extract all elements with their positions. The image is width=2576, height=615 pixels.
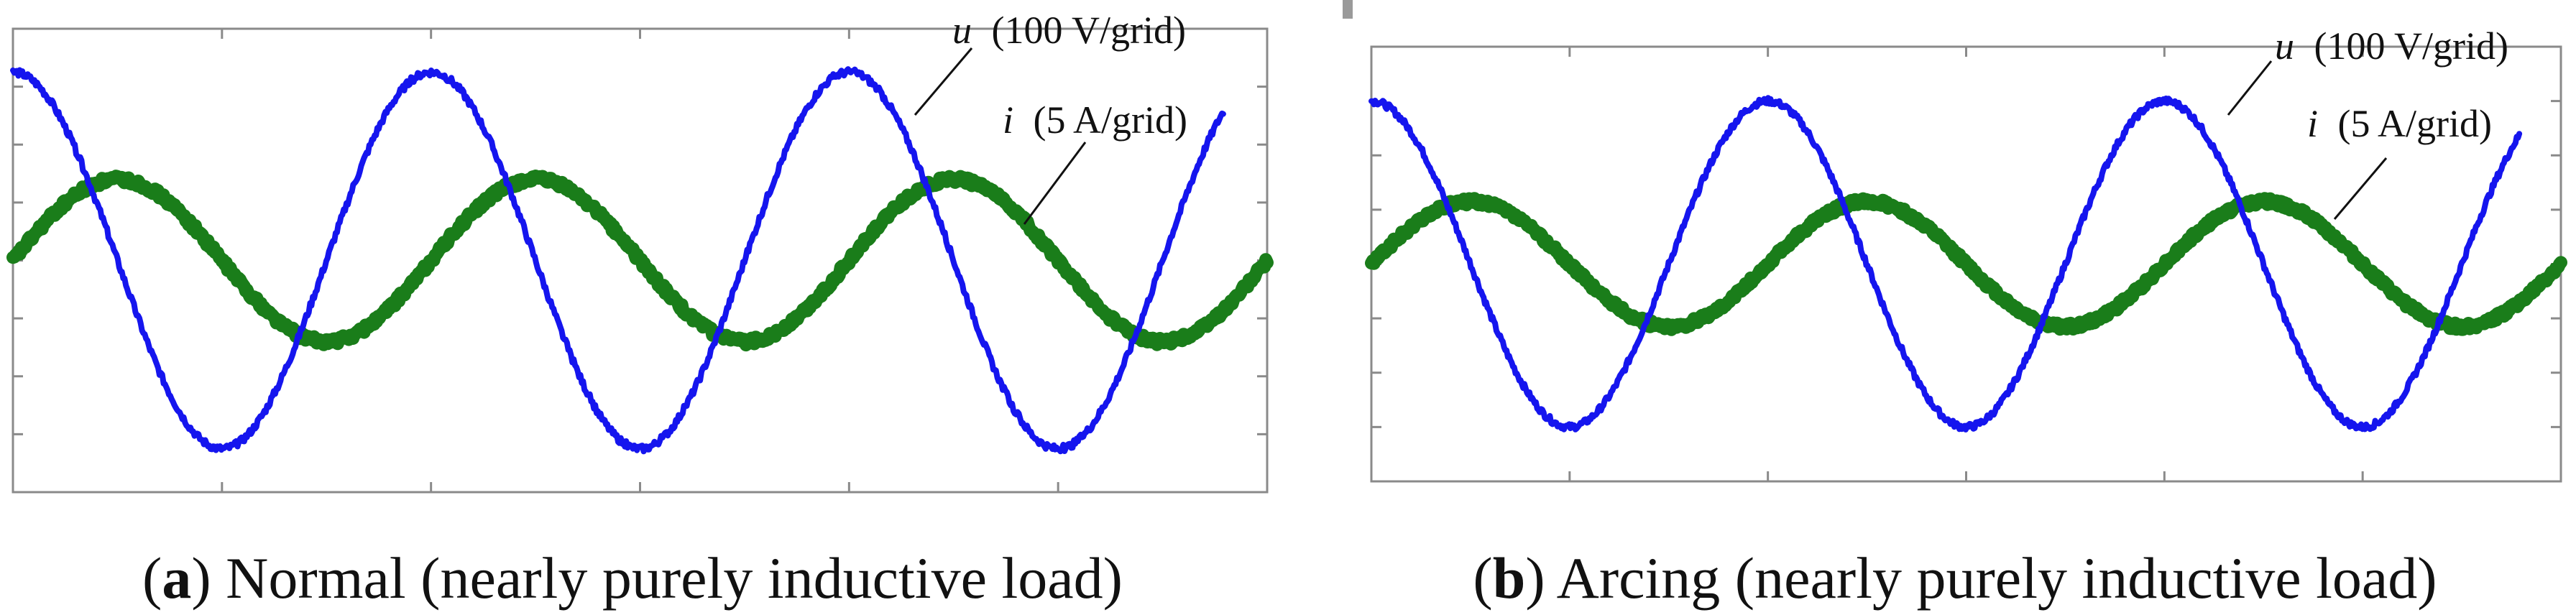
panel-b: u (100 V/grid) i (5 A/grid) (b) Arcing (… xyxy=(1365,24,2567,611)
divider-mark xyxy=(1343,0,1353,19)
panel-a-voltage-scale: (100 V/grid) xyxy=(992,9,1186,52)
panel-b-caption-letter: b xyxy=(1493,545,1526,611)
panel-b-current-label: i (5 A/grid) xyxy=(2307,102,2492,145)
panel-b-voltage-var: u xyxy=(2275,24,2294,68)
panel-b-caption: (b) Arcing (nearly purely inductive load… xyxy=(1473,545,2437,611)
panel-a-current-trace xyxy=(6,170,1274,352)
panel-b-voltage-label-leader xyxy=(2227,60,2273,116)
panel-a: u (100 V/grid) i (5 A/grid) (a) Normal (… xyxy=(6,9,1274,611)
panel-b-current-scale: (5 A/grid) xyxy=(2338,102,2492,145)
panel-a-voltage-var: u xyxy=(952,9,972,52)
panel-a-caption-text: Normal (nearly purely inductive load) xyxy=(226,545,1123,611)
panel-b-voltage-scale: (100 V/grid) xyxy=(2314,24,2508,68)
panel-a-caption-letter: a xyxy=(162,545,191,611)
panel-a-current-label: i (5 A/grid) xyxy=(1003,98,1187,142)
panel-a-caption: (a) Normal (nearly purely inductive load… xyxy=(142,545,1123,611)
panel-b-voltage-label: u (100 V/grid) xyxy=(2275,24,2508,68)
panel-b-current-label-leader xyxy=(2333,157,2388,220)
panel-b-voltage-trace xyxy=(1368,95,2523,433)
panel-b-current-var: i xyxy=(2307,102,2318,145)
panel-a-voltage-label: u (100 V/grid) xyxy=(952,9,1186,52)
panel-b-current-trace xyxy=(1365,192,2567,336)
panel-a-voltage-label-leader xyxy=(914,47,973,116)
panel-a-voltage-trace xyxy=(10,66,1226,455)
panel-a-current-label-leader xyxy=(1023,142,1087,225)
panel-b-caption-text: Arcing (nearly purely inductive load) xyxy=(1557,545,2437,611)
panel-a-current-scale: (5 A/grid) xyxy=(1034,98,1187,142)
panel-a-current-var: i xyxy=(1003,98,1013,142)
